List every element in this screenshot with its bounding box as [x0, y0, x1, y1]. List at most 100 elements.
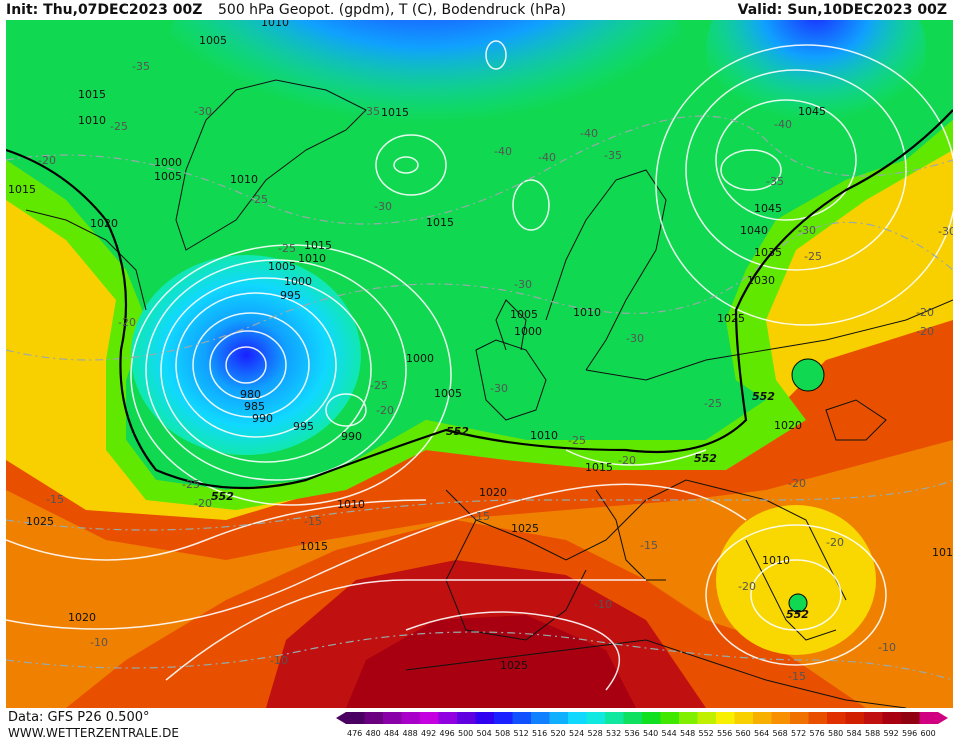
temperature-label: -20 [38, 154, 56, 167]
isobars [6, 40, 953, 691]
temperature-label: -35 [132, 60, 150, 73]
temperature-label: -25 [370, 379, 388, 392]
temperature-label: -25 [250, 193, 268, 206]
scale-tick-label: 596 [902, 729, 917, 738]
geopotential-label: 552 [211, 490, 234, 503]
temperature-label: -40 [494, 145, 512, 158]
orange-band [6, 440, 953, 708]
pressure-label: 980 [240, 388, 261, 401]
scale-arrow-left [336, 712, 346, 724]
scale-swatch [346, 712, 365, 724]
scale-tick-label: 588 [865, 729, 880, 738]
temperature-label: -15 [304, 515, 322, 528]
scale-ticks: 476 480 484 488 492 496 500 504 508 512 516 520 524 5… [347, 729, 936, 738]
temperature-label: -15 [640, 539, 658, 552]
temperature-label: -10 [594, 598, 612, 611]
temperature-label: -40 [774, 118, 792, 131]
pressure-label: 1025 [500, 659, 528, 672]
temperature-label: -30 [626, 332, 644, 345]
pressure-label: 1015 [585, 461, 613, 474]
pressure-labels: 1010 1005 1015 1010 1000 1005 1010 1015 … [8, 20, 953, 672]
pressure-label: 1005 [268, 260, 296, 273]
atlantic-low [131, 255, 361, 455]
scale-swatch [420, 712, 439, 724]
small-low-spot-2 [791, 358, 825, 392]
temperature-label: -10 [878, 641, 896, 654]
pressure-label: 1030 [747, 274, 775, 287]
temperature-label: -20 [738, 580, 756, 593]
scale-swatch [790, 712, 809, 724]
pressure-label: 1010 [337, 498, 365, 511]
scale-swatch [475, 712, 494, 724]
scale-tick-label: 528 [588, 729, 603, 738]
polar-cold-pool [166, 20, 686, 220]
temperature-label: -20 [916, 306, 934, 319]
geopotential-labels: 552 552 552 552 552 [211, 390, 809, 621]
pressure-label: 1010 [573, 306, 601, 319]
scale-tick-label: 540 [643, 729, 658, 738]
temperature-label: -30 [938, 225, 953, 238]
scale-swatch [401, 712, 420, 724]
valid-time: Valid: Sun,10DEC2023 00Z [737, 2, 947, 18]
scale-swatch [901, 712, 920, 724]
scale-tick-label: 552 [699, 729, 714, 738]
pressure-label: 1035 [754, 246, 782, 259]
init-time: Init: Thu,07DEC2023 00Z [6, 2, 203, 18]
scale-swatch [383, 712, 402, 724]
scale-tick-label: 496 [440, 729, 455, 738]
hot-core-inner [346, 615, 636, 708]
temperature-label: -25 [568, 434, 586, 447]
pressure-label: 1045 [754, 202, 782, 215]
scale-swatch [549, 712, 568, 724]
temperature-label: -10 [270, 654, 288, 667]
scale-tick-label: 556 [717, 729, 732, 738]
temperature-label: -20 [826, 536, 844, 549]
scale-tick-label: 600 [921, 729, 936, 738]
scale-swatch [623, 712, 642, 724]
scale-tick-label: 492 [421, 729, 436, 738]
scale-swatch [697, 712, 716, 724]
scale-swatch [364, 712, 383, 724]
pressure-label: 1010 [261, 20, 289, 29]
pressure-label: 1015 [381, 106, 409, 119]
scale-tick-label: 536 [625, 729, 640, 738]
scale-swatch [882, 712, 901, 724]
pressure-label: 1015 [78, 88, 106, 101]
pressure-label: 101 [932, 546, 953, 559]
geopotential-label: 552 [446, 425, 469, 438]
scale-tick-label: 560 [736, 729, 751, 738]
map-title: 500 hPa Geopot. (gpdm), T (C), Bodendruc… [218, 2, 566, 18]
scale-swatch [494, 712, 513, 724]
temperature-label: -15 [472, 510, 490, 523]
scale-tick-label: 568 [773, 729, 788, 738]
pressure-label: 1040 [740, 224, 768, 237]
data-source: Data: GFS P26 0.500° [8, 710, 150, 725]
temperature-label: -40 [580, 127, 598, 140]
scale-tick-label: 520 [551, 729, 566, 738]
temperature-label: -30 [490, 382, 508, 395]
geopotential-label: 552 [752, 390, 775, 403]
scale-swatch [642, 712, 661, 724]
pressure-label: 1015 [426, 216, 454, 229]
pressure-label: 1010 [78, 114, 106, 127]
scale-swatch [734, 712, 753, 724]
scale-swatch [716, 712, 735, 724]
pressure-label: 1005 [199, 34, 227, 47]
geopotential-label: 552 [694, 452, 717, 465]
pressure-label: 1015 [8, 183, 36, 196]
scale-swatch [753, 712, 772, 724]
pressure-label: 1005 [510, 308, 538, 321]
pressure-label: 1010 [298, 252, 326, 265]
temperature-label: -25 [804, 250, 822, 263]
scale-tick-label: 532 [606, 729, 621, 738]
scale-swatch [660, 712, 679, 724]
scale-swatch [531, 712, 550, 724]
pressure-label: 1020 [774, 419, 802, 432]
scale-tick-label: 584 [847, 729, 862, 738]
pressure-label: 1025 [26, 515, 54, 528]
scale-swatch [827, 712, 846, 724]
scale-arrow-right [938, 712, 948, 724]
scale-tick-label: 508 [495, 729, 510, 738]
pressure-label: 1025 [717, 312, 745, 325]
pressure-label: 1000 [406, 352, 434, 365]
